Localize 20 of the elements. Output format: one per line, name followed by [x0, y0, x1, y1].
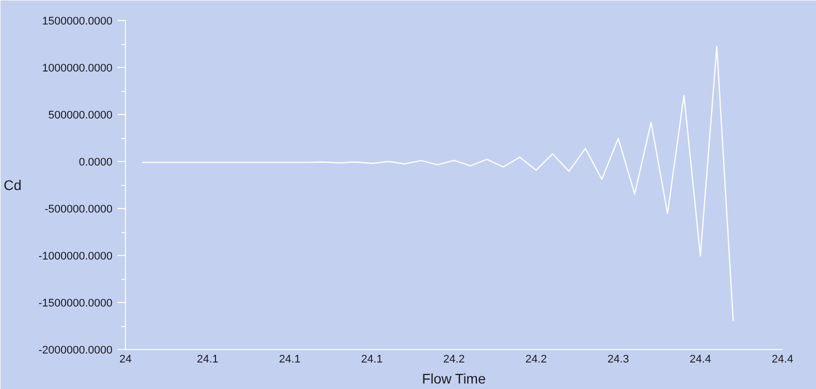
y-tick-label: -2000000.0000 — [38, 344, 112, 356]
x-tick-label: 24.2 — [443, 354, 465, 366]
x-tick-label: 24.1 — [196, 354, 218, 366]
x-tick-label: 24.4 — [690, 354, 712, 366]
x-tick-label: 24.4 — [772, 354, 794, 366]
x-tick-label: 24.1 — [361, 354, 383, 366]
x-tick-label: 24.3 — [608, 354, 629, 366]
y-tick-label: 1500000.0000 — [42, 16, 113, 28]
x-tick-label: 24.2 — [525, 354, 547, 366]
y-tick-label: -1000000.0000 — [38, 250, 112, 262]
y-tick-label: 500000.0000 — [48, 110, 112, 122]
y-axis-title: Cd — [4, 177, 22, 193]
y-tick-label: -1500000.0000 — [38, 298, 112, 310]
y-tick-label: 0.0000 — [78, 156, 113, 168]
x-axis-title: Flow Time — [422, 370, 486, 386]
x-tick-label: 24.1 — [279, 354, 300, 366]
line-series — [141, 46, 734, 322]
y-tick-label: -500000.0000 — [44, 204, 113, 216]
x-tick-label: 24 — [119, 354, 132, 366]
y-tick-label: 1000000.0000 — [42, 62, 113, 74]
